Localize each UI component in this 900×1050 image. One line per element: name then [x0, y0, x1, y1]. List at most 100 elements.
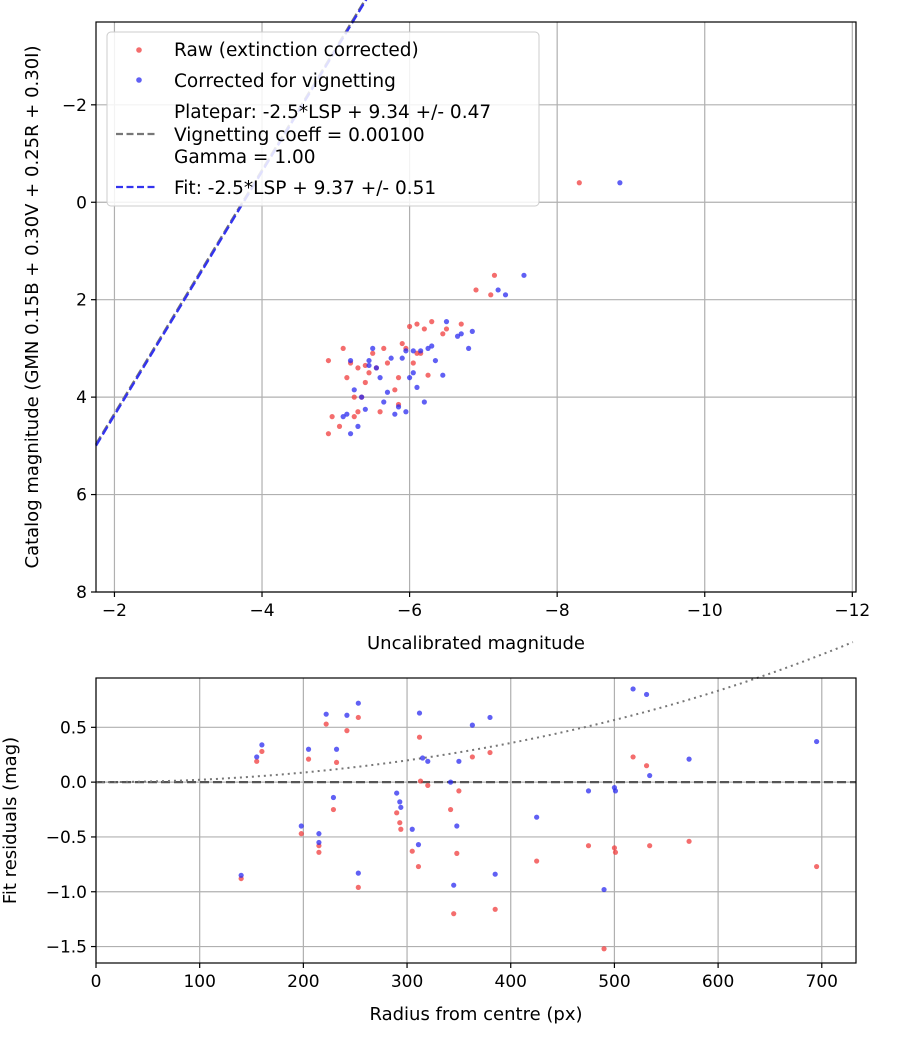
- corrected-point: [340, 414, 346, 420]
- legend-platepar-label-3: Gamma = 1.00: [174, 147, 316, 168]
- corrected-point: [394, 790, 400, 796]
- x-tick-label: 600: [702, 972, 734, 992]
- corrected-point: [344, 712, 350, 718]
- y-tick-label: 8: [76, 583, 87, 603]
- top-x-axis-label: Uncalibrated magnitude: [367, 633, 585, 654]
- corrected-point: [425, 345, 431, 352]
- corrected-point: [429, 343, 435, 349]
- raw-point: [440, 331, 446, 337]
- raw-point: [447, 806, 454, 813]
- corrected-point: [398, 804, 404, 810]
- raw-point: [254, 758, 260, 764]
- corrected-point: [454, 333, 461, 339]
- x-tick-label: 200: [287, 972, 319, 992]
- corrected-point: [469, 328, 475, 334]
- raw-point: [316, 849, 322, 855]
- top-scatter-points: [325, 180, 623, 437]
- raw-point: [325, 431, 332, 437]
- corrected-point: [415, 842, 422, 848]
- corrected-point: [305, 746, 312, 752]
- raw-point: [333, 759, 340, 766]
- raw-point: [377, 409, 383, 415]
- corrected-point: [410, 348, 416, 354]
- legend-raw-label: Raw (extinction corrected): [174, 40, 419, 61]
- corrected-point: [316, 831, 322, 837]
- raw-point: [429, 319, 435, 325]
- y-tick-label: 4: [76, 388, 87, 408]
- corrected-point: [521, 272, 527, 278]
- top-x-ticks: −2 −4 −6 −8 −10 −12: [102, 592, 870, 621]
- x-tick-label: −6: [397, 601, 422, 621]
- x-tick-label: −8: [545, 601, 570, 621]
- x-tick-label: 100: [183, 972, 215, 992]
- raw-point: [398, 826, 404, 832]
- corrected-point: [359, 394, 365, 400]
- legend-corrected-marker: [136, 77, 142, 83]
- legend-corrected-label: Corrected for vignetting: [174, 71, 396, 92]
- corrected-point: [377, 375, 383, 381]
- raw-point: [686, 838, 692, 844]
- corrected-point: [456, 758, 462, 764]
- raw-point: [414, 350, 420, 356]
- corrected-point: [492, 871, 498, 877]
- bottom-grid: [95, 678, 856, 963]
- y-tick-label: 0.0: [60, 773, 87, 793]
- raw-point: [473, 287, 479, 293]
- legend-fit-label: Fit: -2.5*LSP + 9.37 +/- 0.51: [174, 178, 436, 199]
- corrected-point: [440, 372, 446, 378]
- corrected-point: [487, 714, 493, 721]
- corrected-point: [451, 882, 457, 888]
- top-chart: −2 −4 −6 −8 −10 −12 −2 0 2 4 6 8 Uncalibrated magn…: [22, 0, 870, 654]
- raw-point: [421, 326, 427, 332]
- raw-point: [814, 863, 820, 870]
- raw-point: [323, 721, 329, 727]
- raw-point: [410, 360, 416, 366]
- corrected-point: [403, 348, 409, 354]
- raw-point: [425, 372, 431, 378]
- legend-raw-marker: [136, 47, 142, 53]
- corrected-point: [366, 362, 372, 369]
- raw-point: [488, 292, 494, 298]
- raw-point: [355, 409, 361, 415]
- bottom-chart: 0 100 200 300 400 500 600 700 −1.5 −1.0 −0.5 0.0 0.…: [0, 641, 857, 1025]
- corrected-point: [410, 370, 416, 376]
- raw-point: [259, 748, 265, 755]
- y-tick-label: −2: [62, 96, 87, 116]
- raw-point: [344, 375, 350, 381]
- corrected-point: [425, 758, 431, 764]
- legend-box: [106, 31, 540, 207]
- corrected-point: [397, 799, 403, 805]
- corrected-point: [316, 839, 322, 846]
- raw-point: [415, 863, 422, 870]
- raw-point: [416, 734, 423, 740]
- corrected-point: [259, 742, 265, 748]
- corrected-point: [298, 823, 304, 829]
- raw-point: [399, 340, 405, 347]
- y-tick-label: −1.5: [46, 938, 87, 958]
- corrected-point: [384, 389, 391, 395]
- corrected-point: [466, 345, 472, 352]
- y-tick-label: −0.5: [46, 828, 87, 848]
- raw-point: [456, 788, 462, 794]
- corrected-point: [630, 686, 636, 692]
- corrected-point: [454, 823, 460, 829]
- x-tick-label: 700: [806, 972, 838, 992]
- x-tick-label: −2: [102, 601, 127, 621]
- raw-point: [329, 414, 335, 420]
- corrected-point: [330, 794, 337, 801]
- corrected-point: [534, 814, 540, 820]
- corrected-point: [399, 355, 405, 361]
- raw-point: [395, 375, 402, 381]
- raw-point: [325, 357, 332, 364]
- bottom-x-ticks: 0 100 200 300 400 500 600 700: [91, 963, 838, 992]
- corrected-point: [344, 411, 350, 417]
- corrected-point: [469, 722, 475, 728]
- corrected-point: [351, 387, 357, 393]
- corrected-point: [414, 384, 420, 390]
- corrected-point: [366, 357, 372, 364]
- x-tick-label: −10: [687, 601, 723, 621]
- raw-point: [355, 884, 361, 890]
- corrected-point: [447, 779, 454, 785]
- corrected-point: [617, 180, 623, 186]
